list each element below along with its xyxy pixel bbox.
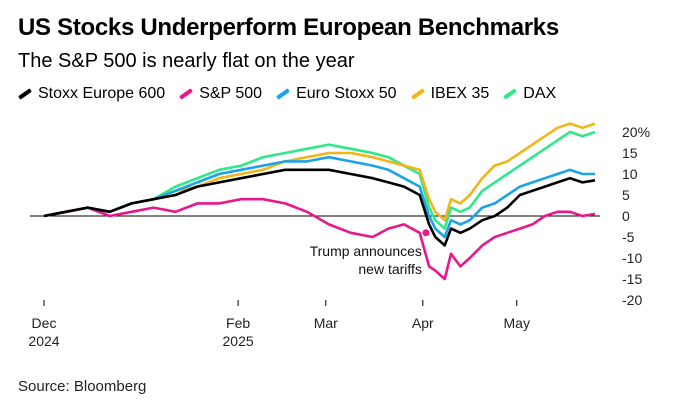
y-tick-label: -5: [622, 229, 635, 245]
y-tick-label: -15: [622, 271, 642, 287]
legend-item: DAX: [503, 85, 556, 103]
y-tick-label: 5: [622, 187, 630, 203]
x-tick-label: Apr: [412, 315, 434, 331]
legend-item: S&P 500: [179, 85, 262, 103]
chart-subtitle: The S&P 500 is nearly flat on the year: [18, 50, 355, 72]
legend-label: IBEX 35: [430, 85, 490, 102]
legend-item: Stoxx Europe 600: [18, 85, 165, 103]
series-line-stoxx-europe-600: [43, 168, 596, 247]
x-tick-label: Feb: [226, 315, 250, 331]
legend-label: Euro Stoxx 50: [296, 85, 397, 102]
legend-item: IBEX 35: [410, 85, 490, 103]
chart-legend: Stoxx Europe 600 S&P 500 Euro Stoxx 50 IBEX…: [18, 85, 556, 103]
x-tick-sublabel: 2024: [28, 333, 59, 349]
x-tick-label: Mar: [314, 315, 338, 331]
y-tick-label: -20: [622, 292, 642, 308]
x-tick-label: May: [504, 315, 530, 331]
source-note: Source: Bloomberg: [18, 378, 147, 395]
legend-label: S&P 500: [199, 85, 263, 102]
annotation-text-line: new tariffs: [358, 261, 422, 277]
x-tick-label: Dec: [32, 315, 57, 331]
legend-item: Euro Stoxx 50: [276, 85, 397, 103]
series-line-dax: [43, 130, 596, 230]
y-tick-label: 15: [622, 145, 638, 161]
y-tick-label: 10: [622, 166, 638, 182]
y-tick-label: -10: [622, 250, 642, 266]
y-tick-label: 20%: [622, 124, 650, 140]
annotation-marker: [422, 229, 430, 237]
legend-label: Stoxx Europe 600: [38, 85, 166, 102]
legend-label: DAX: [523, 85, 557, 102]
y-tick-label: 0: [622, 208, 630, 224]
x-tick-sublabel: 2025: [223, 333, 254, 349]
series-line-s-p-500: [43, 197, 596, 281]
annotation-text-line: Trump announces: [310, 243, 422, 259]
chart-title: US Stocks Underperform European Benchmar…: [18, 14, 559, 41]
series-line-euro-stoxx-50: [43, 155, 595, 239]
